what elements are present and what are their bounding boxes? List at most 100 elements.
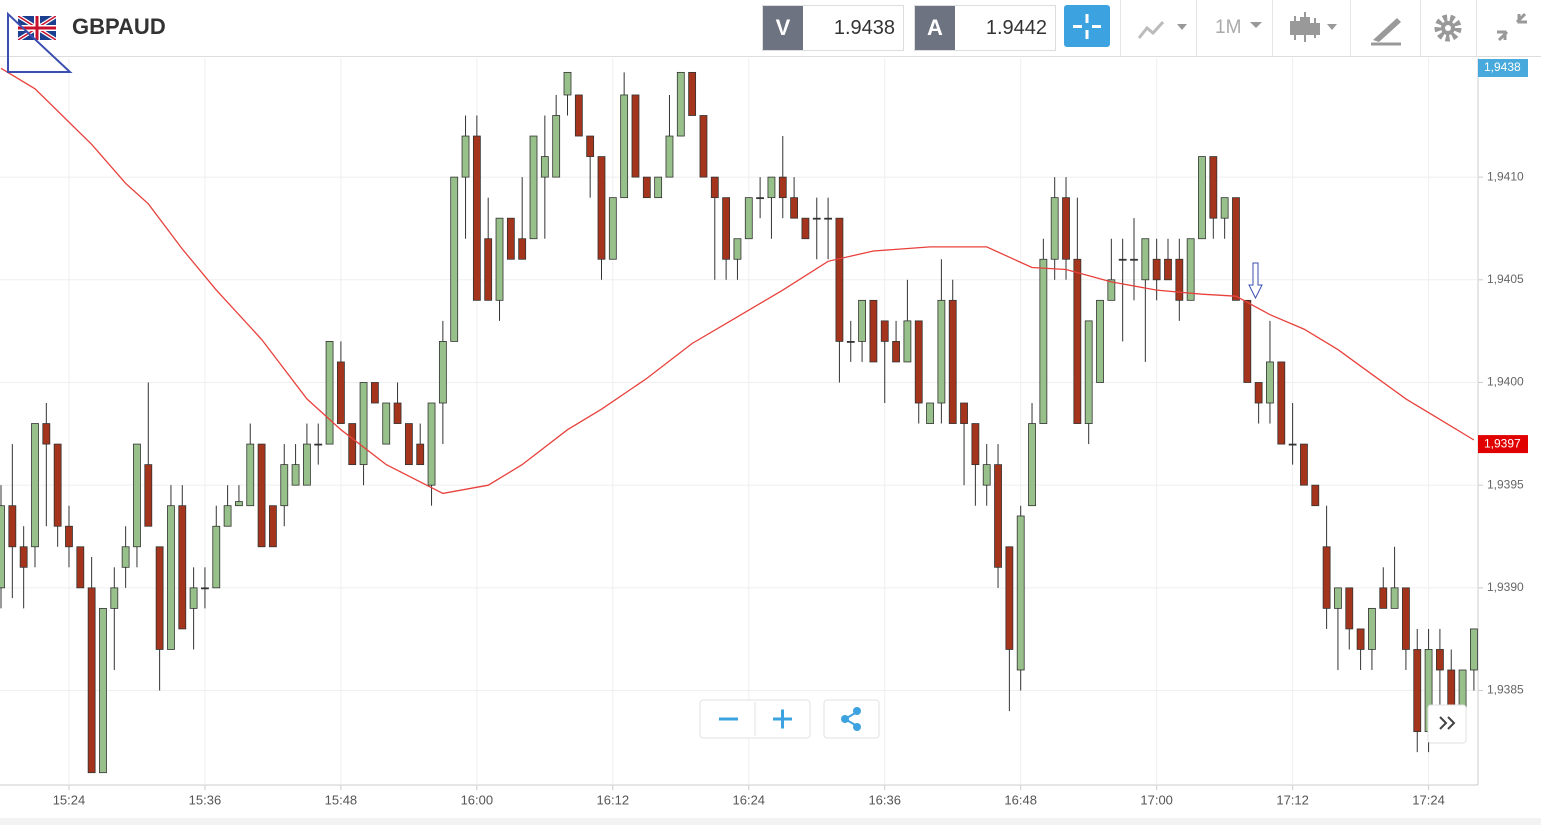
ask-label: A xyxy=(915,6,955,50)
candle-body xyxy=(1243,299,1252,383)
candle-body xyxy=(393,402,402,424)
x-tick-label: 15:36 xyxy=(189,792,222,807)
candle-body xyxy=(155,546,164,650)
indicator-button[interactable] xyxy=(1120,0,1197,56)
candle-body xyxy=(960,402,968,424)
candle-body xyxy=(1402,587,1410,650)
collapse-icon xyxy=(1497,12,1527,42)
share-button[interactable] xyxy=(823,699,880,739)
candle-body xyxy=(892,341,900,363)
ask-box[interactable]: A 1.9442 xyxy=(914,5,1056,51)
candle-body xyxy=(1005,546,1014,650)
candle-body xyxy=(1198,156,1206,240)
candle-body xyxy=(1118,258,1127,261)
candle-body xyxy=(926,402,934,424)
timeframe: 1M xyxy=(1215,17,1242,38)
candle-body xyxy=(506,217,515,260)
candle-body xyxy=(144,464,153,527)
candle-body xyxy=(563,71,572,96)
y-tick-label: 1,9400 xyxy=(1487,375,1524,389)
candle-body xyxy=(574,94,583,137)
collapse-button[interactable] xyxy=(1476,0,1541,56)
toolbar: GBPAUD V 1.9438 A 1.9442 1M xyxy=(0,0,1541,57)
symbol: GBPAUD xyxy=(72,14,166,39)
candle-body xyxy=(53,443,62,527)
top-price-tag xyxy=(1478,59,1528,77)
candle-body xyxy=(835,217,844,342)
candle-body xyxy=(1062,197,1070,260)
candle-body xyxy=(438,341,447,404)
candle-body xyxy=(336,361,345,424)
last-price-tag xyxy=(1478,435,1528,454)
candle-body xyxy=(1470,628,1478,671)
settings-button[interactable] xyxy=(1420,0,1477,56)
candle-body xyxy=(722,197,731,260)
candle-body xyxy=(699,115,708,178)
candle-body xyxy=(87,587,96,774)
candle-body xyxy=(1322,546,1331,609)
x-tick-label: 16:00 xyxy=(461,792,494,807)
candle-body xyxy=(540,156,549,178)
candle-body xyxy=(359,382,368,466)
top-price-label: 1,9438 xyxy=(1484,60,1521,74)
candle-body xyxy=(1016,515,1025,671)
candle-body xyxy=(246,443,255,507)
candles xyxy=(0,71,1478,774)
candle-body xyxy=(404,423,413,466)
draw-button[interactable] xyxy=(1350,0,1421,56)
candle-body xyxy=(178,505,187,630)
chart-type-button[interactable] xyxy=(1272,0,1351,56)
candle-body xyxy=(461,135,470,178)
candle-body xyxy=(382,402,391,445)
candle-body xyxy=(1096,299,1104,383)
y-tick-label: 1,9410 xyxy=(1487,169,1524,183)
candle-body xyxy=(370,382,379,404)
candle-body xyxy=(586,135,595,157)
candle-body xyxy=(937,299,946,404)
indicator-icon xyxy=(1137,20,1187,39)
bid-value: 1.9438 xyxy=(833,17,895,39)
candle-body xyxy=(1345,587,1354,630)
candle-body xyxy=(790,197,798,219)
candle-body xyxy=(450,176,459,342)
candle-body xyxy=(472,135,481,301)
draw-icon xyxy=(1371,18,1401,46)
candle-body xyxy=(269,505,277,548)
candle-body xyxy=(869,299,878,363)
candle-body xyxy=(801,217,810,240)
candle-body xyxy=(1107,279,1116,301)
candle-body xyxy=(552,115,561,178)
candle-body xyxy=(971,423,980,466)
candle-body xyxy=(1084,320,1093,424)
crosshair-button[interactable] xyxy=(1064,5,1112,49)
candle-body xyxy=(1175,258,1184,301)
candle-body xyxy=(19,546,28,568)
candle-body xyxy=(1130,258,1138,261)
candle-body xyxy=(1300,443,1308,486)
x-tick-label: 16:48 xyxy=(1004,792,1037,807)
candle-body xyxy=(1164,258,1172,281)
zoom-in-icon xyxy=(773,709,792,729)
y-tick-label: 1,9385 xyxy=(1487,683,1524,697)
candle-body xyxy=(744,197,753,240)
candle-body xyxy=(1152,258,1161,281)
candle-body xyxy=(348,423,357,466)
footer-strip xyxy=(0,818,1541,825)
share-dot xyxy=(841,715,849,723)
candle-body xyxy=(291,464,300,486)
candle-body xyxy=(824,217,832,220)
x-tick-label: 17:24 xyxy=(1412,792,1445,807)
candle-body xyxy=(1254,382,1263,404)
candle-body xyxy=(1277,361,1286,445)
scroll-end-button[interactable] xyxy=(1427,704,1467,744)
timeframe-button[interactable]: 1M xyxy=(1196,0,1273,56)
candle-body xyxy=(65,525,73,548)
candle-body xyxy=(223,505,232,527)
candle-body xyxy=(518,238,527,260)
scroll-end-icon xyxy=(1439,716,1456,730)
x-tick-label: 15:48 xyxy=(325,792,358,807)
candle-body xyxy=(314,443,323,446)
bid-box[interactable]: V 1.9438 xyxy=(762,5,904,51)
candle-body xyxy=(665,135,674,178)
